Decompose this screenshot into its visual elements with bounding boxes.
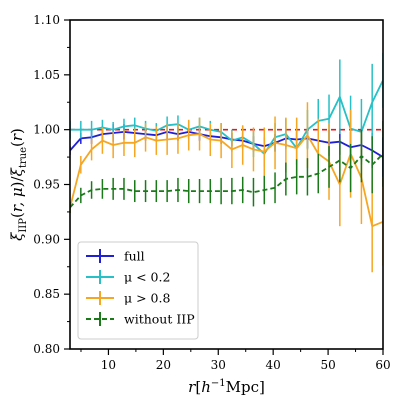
y-tick-label: 0.90 <box>33 232 60 246</box>
series-3 <box>70 120 383 214</box>
x-tick-label: 20 <box>156 358 171 372</box>
series-line <box>70 79 383 155</box>
legend-label: full <box>124 249 145 264</box>
axes-layer: 10 20 30 40 50 60 0.80 0.85 0.90 0.95 1.00 1.05 1.10 <box>33 13 390 372</box>
legend-label: without IIP <box>124 312 195 327</box>
x-tick-label: 10 <box>101 358 116 372</box>
series-line <box>70 153 383 209</box>
series-0 <box>70 124 383 177</box>
y-tick-label: 0.85 <box>33 287 60 301</box>
legend-label: μ > 0.8 <box>124 291 170 306</box>
x-tick-label: 30 <box>211 358 226 372</box>
y-tick-label: 1.00 <box>33 123 60 137</box>
legend-entry: μ > 0.8 <box>86 291 170 306</box>
y-tick-label: 1.10 <box>33 13 60 27</box>
legend-label: μ < 0.2 <box>124 270 170 285</box>
series-1 <box>70 52 383 167</box>
y-tick-label: 1.05 <box>33 68 60 82</box>
x-tick-label: 60 <box>375 358 390 372</box>
x-tick-label: 50 <box>320 358 335 372</box>
axis-titles: r[h−1Mpc] ξIIP(r, μ)/ξtrue(r) <box>8 128 265 396</box>
series-line <box>70 130 383 158</box>
x-axis-title: r[h−1Mpc] <box>188 378 265 396</box>
legend-box <box>77 241 199 340</box>
series-layer <box>70 52 383 273</box>
legend-entry: full <box>86 249 145 264</box>
legend: full μ < 0.2 μ > 0.8 without IIP <box>77 241 199 340</box>
legend-entry: without IIP <box>86 312 195 327</box>
legend-entry: μ < 0.2 <box>86 270 170 285</box>
y-tick-label: 0.80 <box>33 342 60 356</box>
x-tick-label: 40 <box>266 358 281 372</box>
y-tick-label: 0.95 <box>33 178 60 192</box>
y-axis-title: ξIIP(r, μ)/ξtrue(r) <box>8 128 29 241</box>
series-line <box>70 133 383 228</box>
